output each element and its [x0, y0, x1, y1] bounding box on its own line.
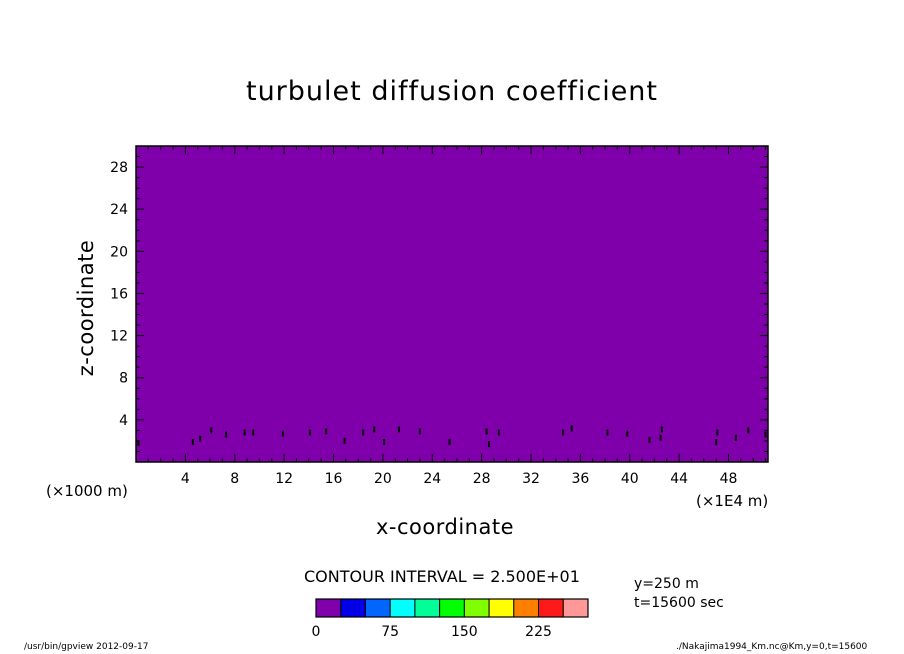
contour-mark: [747, 427, 750, 434]
footer-source: ./Nakajima1994_Km.nc@Km,y=0,t=15600: [676, 642, 868, 652]
y-tick-label: 8: [119, 371, 128, 387]
x-tick-label: 32: [522, 471, 540, 487]
colorbar-segment: [488, 598, 515, 618]
colorbar-segment: [364, 598, 391, 618]
colorbar-segment: [562, 598, 589, 618]
contour-mark: [343, 437, 346, 444]
contour-mark: [734, 434, 737, 441]
contour-mark: [715, 438, 718, 445]
contour-mark: [325, 428, 328, 435]
info-y-value: y=250 m: [634, 576, 699, 592]
chart-title: turbulet diffusion coefficient: [245, 76, 659, 107]
contour-mark: [448, 438, 451, 445]
field-fill: [136, 146, 768, 462]
contour-mark: [488, 441, 491, 448]
contour-mark: [418, 428, 421, 435]
colorbar-segment: [389, 598, 416, 618]
colorbar-segment: [340, 598, 366, 618]
info-time-value: t=15600 sec: [634, 595, 724, 611]
contour-mark: [243, 429, 246, 436]
x-tick-label: 36: [571, 471, 589, 487]
colorbar-segment: [463, 598, 490, 618]
contour-mark: [648, 436, 651, 443]
contour-mark: [659, 434, 662, 441]
x-tick-label: 28: [473, 471, 491, 487]
contour-mark: [562, 429, 565, 436]
contour-mark: [309, 429, 312, 436]
contour-mark: [373, 426, 376, 433]
contour-mark: [191, 438, 194, 445]
colorbar-label: 150: [451, 624, 478, 640]
x-tick-label: 48: [720, 471, 738, 487]
colorbar-label: 75: [381, 624, 399, 640]
colorbar-segment: [513, 598, 540, 618]
colorbar-segment: [315, 598, 342, 618]
contour-mark: [660, 426, 663, 433]
contour-mark: [485, 428, 488, 435]
x-tick-label: 8: [230, 471, 239, 487]
x-tick-label: 20: [374, 471, 392, 487]
x-tick-label: 44: [670, 471, 688, 487]
x-axis-unit-right: (×1E4 m): [696, 492, 769, 510]
contour-mark: [281, 430, 284, 437]
x-tick-label: 16: [325, 471, 343, 487]
x-tick-label: 40: [621, 471, 639, 487]
colorbar: 0 75 150 225: [312, 598, 589, 640]
x-tick-label: 12: [275, 471, 293, 487]
x-axis-label: x-coordinate: [376, 515, 515, 539]
plot-area: [136, 146, 768, 462]
contour-mark: [764, 431, 767, 438]
x-tick-label: 4: [181, 471, 190, 487]
y-tick-label: 4: [119, 413, 128, 429]
footer-command: /usr/bin/gpview 2012-09-17: [24, 642, 149, 652]
x-tick-label: 24: [423, 471, 441, 487]
contour-mark: [252, 429, 255, 436]
colorbar-label: 225: [525, 624, 552, 640]
colorbar-segment: [538, 598, 564, 618]
contour-mark: [570, 425, 573, 432]
contour-mark: [716, 429, 719, 436]
y-tick-label: 12: [110, 329, 128, 345]
contour-mark: [210, 427, 213, 434]
contour-mark: [137, 440, 140, 447]
contour-mark: [199, 435, 202, 442]
contour-mark: [606, 429, 609, 436]
colorbar-label: 0: [312, 624, 321, 640]
contour-mark: [362, 429, 365, 436]
contour-interval-label: CONTOUR INTERVAL = 2.500E+01: [304, 567, 580, 586]
colorbar-frame: [315, 598, 589, 618]
colorbar-segment: [439, 598, 465, 618]
contour-mark: [397, 426, 400, 433]
contour-mark: [497, 429, 500, 436]
y-tick-label: 16: [110, 286, 128, 302]
contour-mark: [383, 438, 386, 445]
y-tick-label: 24: [110, 202, 128, 218]
contour-mark: [626, 430, 629, 437]
contour-mark: [225, 431, 228, 438]
y-tick-label: 20: [110, 244, 128, 260]
colorbar-segment: [414, 598, 441, 618]
y-tick-label: 28: [110, 160, 128, 176]
x-axis-unit-left: (×1000 m): [46, 482, 128, 500]
